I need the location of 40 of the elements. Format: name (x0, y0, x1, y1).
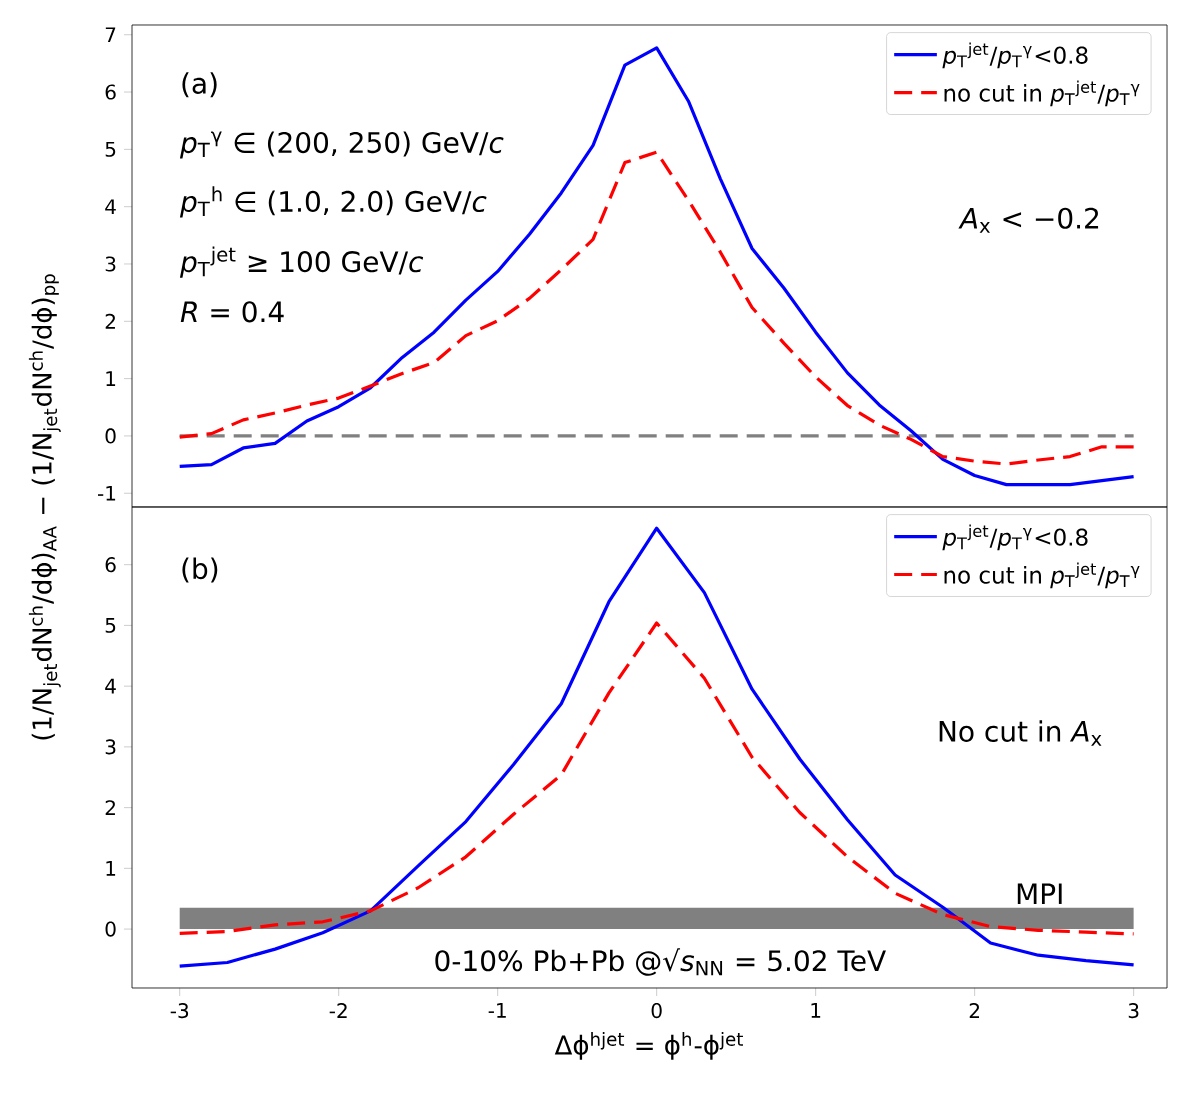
y-tick-label: 3 (105, 256, 116, 272)
y-tick-label: 5 (105, 617, 116, 633)
legend-label: p$_{T}$$^{jet}$/p$_{T}$$^{γ}$<0.8 (942, 524, 1088, 551)
y-tick-label: 2 (105, 313, 115, 329)
annotation: 0-10% Pb+Pb @√s$_{NN}$ = 5.02 TeV (435, 948, 886, 976)
y-tick-label: 6 (105, 84, 116, 100)
annotation: p$_{T}$$^{γ}$ ∈ (200, 250) GeV/c (179, 131, 504, 159)
y-tick-label: 0 (105, 921, 116, 937)
x-tick-label: -3 (170, 1003, 189, 1019)
y-tick-label: 5 (105, 141, 116, 157)
x-tick-label: -2 (329, 1003, 347, 1018)
x-tick-label: 3 (1128, 1003, 1139, 1019)
annotation: R = 0.4 (180, 301, 284, 323)
y-tick-label: 0 (105, 428, 116, 444)
y-tick-label: 6 (105, 557, 116, 573)
text: (1/N$_{jet}$dN$^{ch}$/dϕ)$_{AA}$ − (1/N$_{jet}$dN$^{ch}$/dϕ)$_{pp}$ (28, 274, 61, 740)
line-series (178, 621, 1136, 936)
annotation: p$_{T}$$^{jet}$ ≥ 100 GeV/c (179, 246, 424, 278)
annotation: p$_{T}$$^{h}$ ∈ (1.0, 2.0) GeV/c (179, 186, 487, 218)
x-tick-label: 1 (811, 1003, 821, 1018)
y-tick-label: 3 (105, 739, 116, 755)
y-tick-label: -1 (97, 485, 116, 501)
x-axis-title: Δϕ$^{hjet}$ = ϕ$^{h}$-ϕ$^{jet}$ (554, 1031, 743, 1060)
y-tick-label: 1 (106, 371, 116, 386)
annotation: A$_{x}$ < −0.2 (958, 207, 1099, 233)
y-tick-label: 4 (105, 199, 116, 214)
x-tick-label: -1 (488, 1003, 506, 1018)
x-tick-label: 0 (651, 1003, 662, 1019)
annotation: (a) (182, 72, 217, 98)
y-tick-label: 4 (105, 678, 116, 694)
y-tick-label: 7 (105, 27, 116, 43)
legend-label: no cut in p$_{T}$$^{jet}$/p$_{T}$γ (944, 80, 1140, 107)
y-tick-label: 1 (106, 861, 116, 876)
x-tick-label: 2 (969, 1003, 979, 1018)
y-tick-label: 2 (105, 800, 115, 816)
legend-label: p$_{T}$$^{jet}$/p$_{T}$$^{γ}$<0.8 (942, 42, 1088, 69)
annotation: No cut in A$_{x}$ (939, 720, 1102, 746)
legend-label: no cut in p$_{T}$$^{jet}$/p$_{T}$γ (944, 562, 1140, 589)
annotation: (b) (182, 557, 218, 583)
band-label: MPI (1017, 883, 1062, 904)
